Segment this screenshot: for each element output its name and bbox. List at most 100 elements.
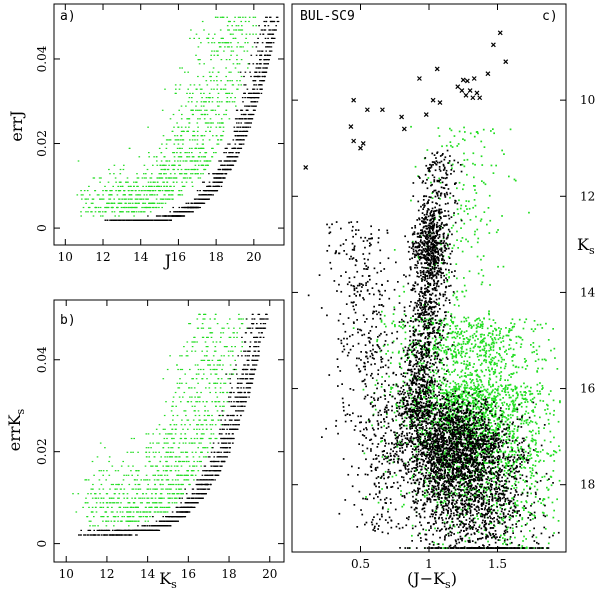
panel-a-label: a) (60, 9, 76, 24)
data-point (112, 185, 114, 187)
data-point (231, 101, 234, 103)
data-point (253, 368, 255, 371)
data-point (209, 332, 212, 334)
data-point (247, 67, 249, 69)
data-point (430, 438, 433, 440)
data-point (235, 368, 238, 371)
data-point (80, 211, 82, 213)
data-point (240, 20, 242, 23)
data-point (255, 71, 258, 73)
data-point (169, 355, 171, 357)
data-point (202, 139, 204, 141)
data-point (186, 511, 189, 513)
data-point (247, 126, 250, 128)
data-point (188, 156, 191, 158)
data-point (221, 410, 223, 412)
data-point (136, 181, 138, 183)
data-point (147, 126, 149, 128)
data-point (229, 396, 232, 398)
data-point (181, 474, 183, 476)
data-point (138, 516, 141, 518)
data-point (83, 190, 86, 192)
data-point (252, 373, 254, 375)
data-point (220, 135, 222, 137)
data-point (106, 502, 109, 504)
data-point (490, 505, 492, 508)
data-point (252, 80, 254, 82)
data-point (160, 177, 163, 179)
data-point (198, 37, 200, 39)
data-point (260, 323, 262, 325)
data-point (231, 147, 233, 149)
data-point (204, 313, 206, 315)
data-point (159, 219, 162, 221)
data-point (260, 327, 263, 329)
data-point (155, 506, 158, 508)
data-point (213, 54, 216, 56)
data-point (238, 410, 241, 412)
data-point (497, 359, 500, 362)
data-point (245, 387, 248, 389)
data-point (395, 474, 398, 477)
data-point (273, 20, 276, 23)
data-point (173, 185, 175, 187)
data-point (255, 359, 258, 361)
data-point (464, 398, 466, 401)
data-point (183, 410, 185, 412)
data-point (253, 359, 256, 361)
data-point (108, 198, 110, 200)
y-tick-label: 0.02 (35, 438, 49, 465)
data-point (125, 211, 128, 213)
data-point (174, 428, 177, 430)
data-point (250, 54, 253, 56)
data-point (200, 442, 202, 444)
data-point (213, 350, 216, 352)
data-point (215, 190, 218, 192)
data-point (156, 215, 158, 217)
data-point (110, 202, 112, 204)
data-point (101, 516, 104, 518)
data-point (253, 318, 256, 320)
data-point (93, 529, 95, 531)
data-point (137, 185, 139, 187)
data-point (247, 359, 250, 361)
data-point (215, 465, 217, 467)
data-point (108, 456, 111, 458)
data-point (175, 177, 178, 179)
data-point (206, 483, 208, 486)
data-point (219, 465, 221, 467)
data-point (178, 194, 180, 196)
data-point (80, 215, 82, 217)
data-point (185, 502, 187, 504)
data-point (186, 355, 189, 357)
data-point (209, 160, 212, 162)
data-point (194, 405, 196, 407)
data-point (222, 391, 224, 394)
data-point (257, 97, 260, 99)
data-point (113, 520, 116, 522)
data-point (174, 215, 176, 217)
data-point (213, 364, 215, 366)
data-point (211, 42, 213, 44)
data-point (153, 202, 156, 204)
data-point (234, 143, 237, 145)
data-point (155, 520, 158, 522)
data-point (146, 525, 149, 527)
data-point (221, 164, 223, 166)
data-point (232, 63, 235, 65)
data-point (175, 511, 178, 513)
data-point (541, 476, 544, 478)
data-point (243, 396, 245, 398)
data-point (166, 185, 168, 187)
data-point (241, 410, 244, 412)
data-point (470, 380, 473, 382)
data-point (159, 215, 162, 217)
data-point (141, 206, 143, 209)
data-point (203, 488, 206, 490)
data-point (226, 92, 229, 94)
data-point (156, 181, 159, 183)
data-point (131, 520, 134, 522)
data-point (222, 88, 225, 90)
data-point (237, 126, 240, 128)
data-point (163, 185, 165, 187)
